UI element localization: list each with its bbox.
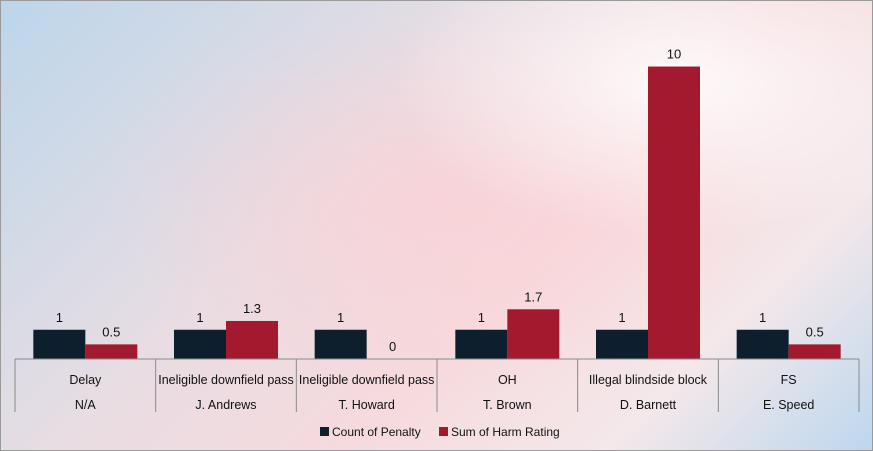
data-label-count-1: 1 (196, 310, 203, 325)
category-sublabel-4: D. Barnett (620, 398, 677, 412)
category-sublabel-1: J. Andrews (195, 398, 256, 412)
bar-count-2 (314, 329, 367, 359)
category-label-3: OH (498, 373, 517, 387)
category-sublabel-3: T. Brown (483, 398, 532, 412)
data-label-count-0: 1 (56, 310, 63, 325)
category-sublabel-5: E. Speed (763, 398, 814, 412)
legend-label-0: Count of Penalty (332, 425, 421, 439)
bar-harm-5 (788, 344, 841, 359)
bar-count-4 (596, 329, 648, 359)
data-label-count-4: 1 (618, 310, 625, 325)
category-label-5: FS (781, 373, 797, 387)
legend-label-1: Sum of Harm Rating (451, 425, 560, 439)
data-label-harm-5: 0.5 (806, 324, 824, 339)
bar-harm-3 (507, 309, 560, 359)
bar-count-0 (33, 329, 86, 359)
bar-harm-0 (85, 344, 138, 359)
bar-harm-1 (226, 320, 278, 359)
data-label-harm-1: 1.3 (243, 301, 261, 316)
data-label-count-2: 1 (337, 310, 344, 325)
bar-count-1 (174, 329, 226, 359)
bar-harm-4 (648, 66, 700, 359)
category-sublabel-2: T. Howard (339, 398, 395, 412)
data-label-harm-3: 1.7 (524, 289, 542, 304)
data-label-count-3: 1 (478, 310, 485, 325)
category-sublabel-0: N/A (75, 398, 97, 412)
category-label-1: Ineligible downfield pass (158, 373, 294, 387)
bar-count-5 (736, 329, 789, 359)
data-label-harm-2: 0 (389, 339, 396, 354)
category-label-2: Ineligible downfield pass (299, 373, 435, 387)
data-label-harm-0: 0.5 (102, 324, 120, 339)
bar-count-3 (455, 329, 508, 359)
legend-swatch-0 (320, 427, 329, 436)
data-label-harm-4: 10 (667, 47, 681, 62)
category-label-0: Delay (69, 373, 102, 387)
legend-swatch-1 (439, 427, 448, 436)
category-label-4: Illegal blindside block (589, 373, 708, 387)
data-label-count-5: 1 (759, 310, 766, 325)
